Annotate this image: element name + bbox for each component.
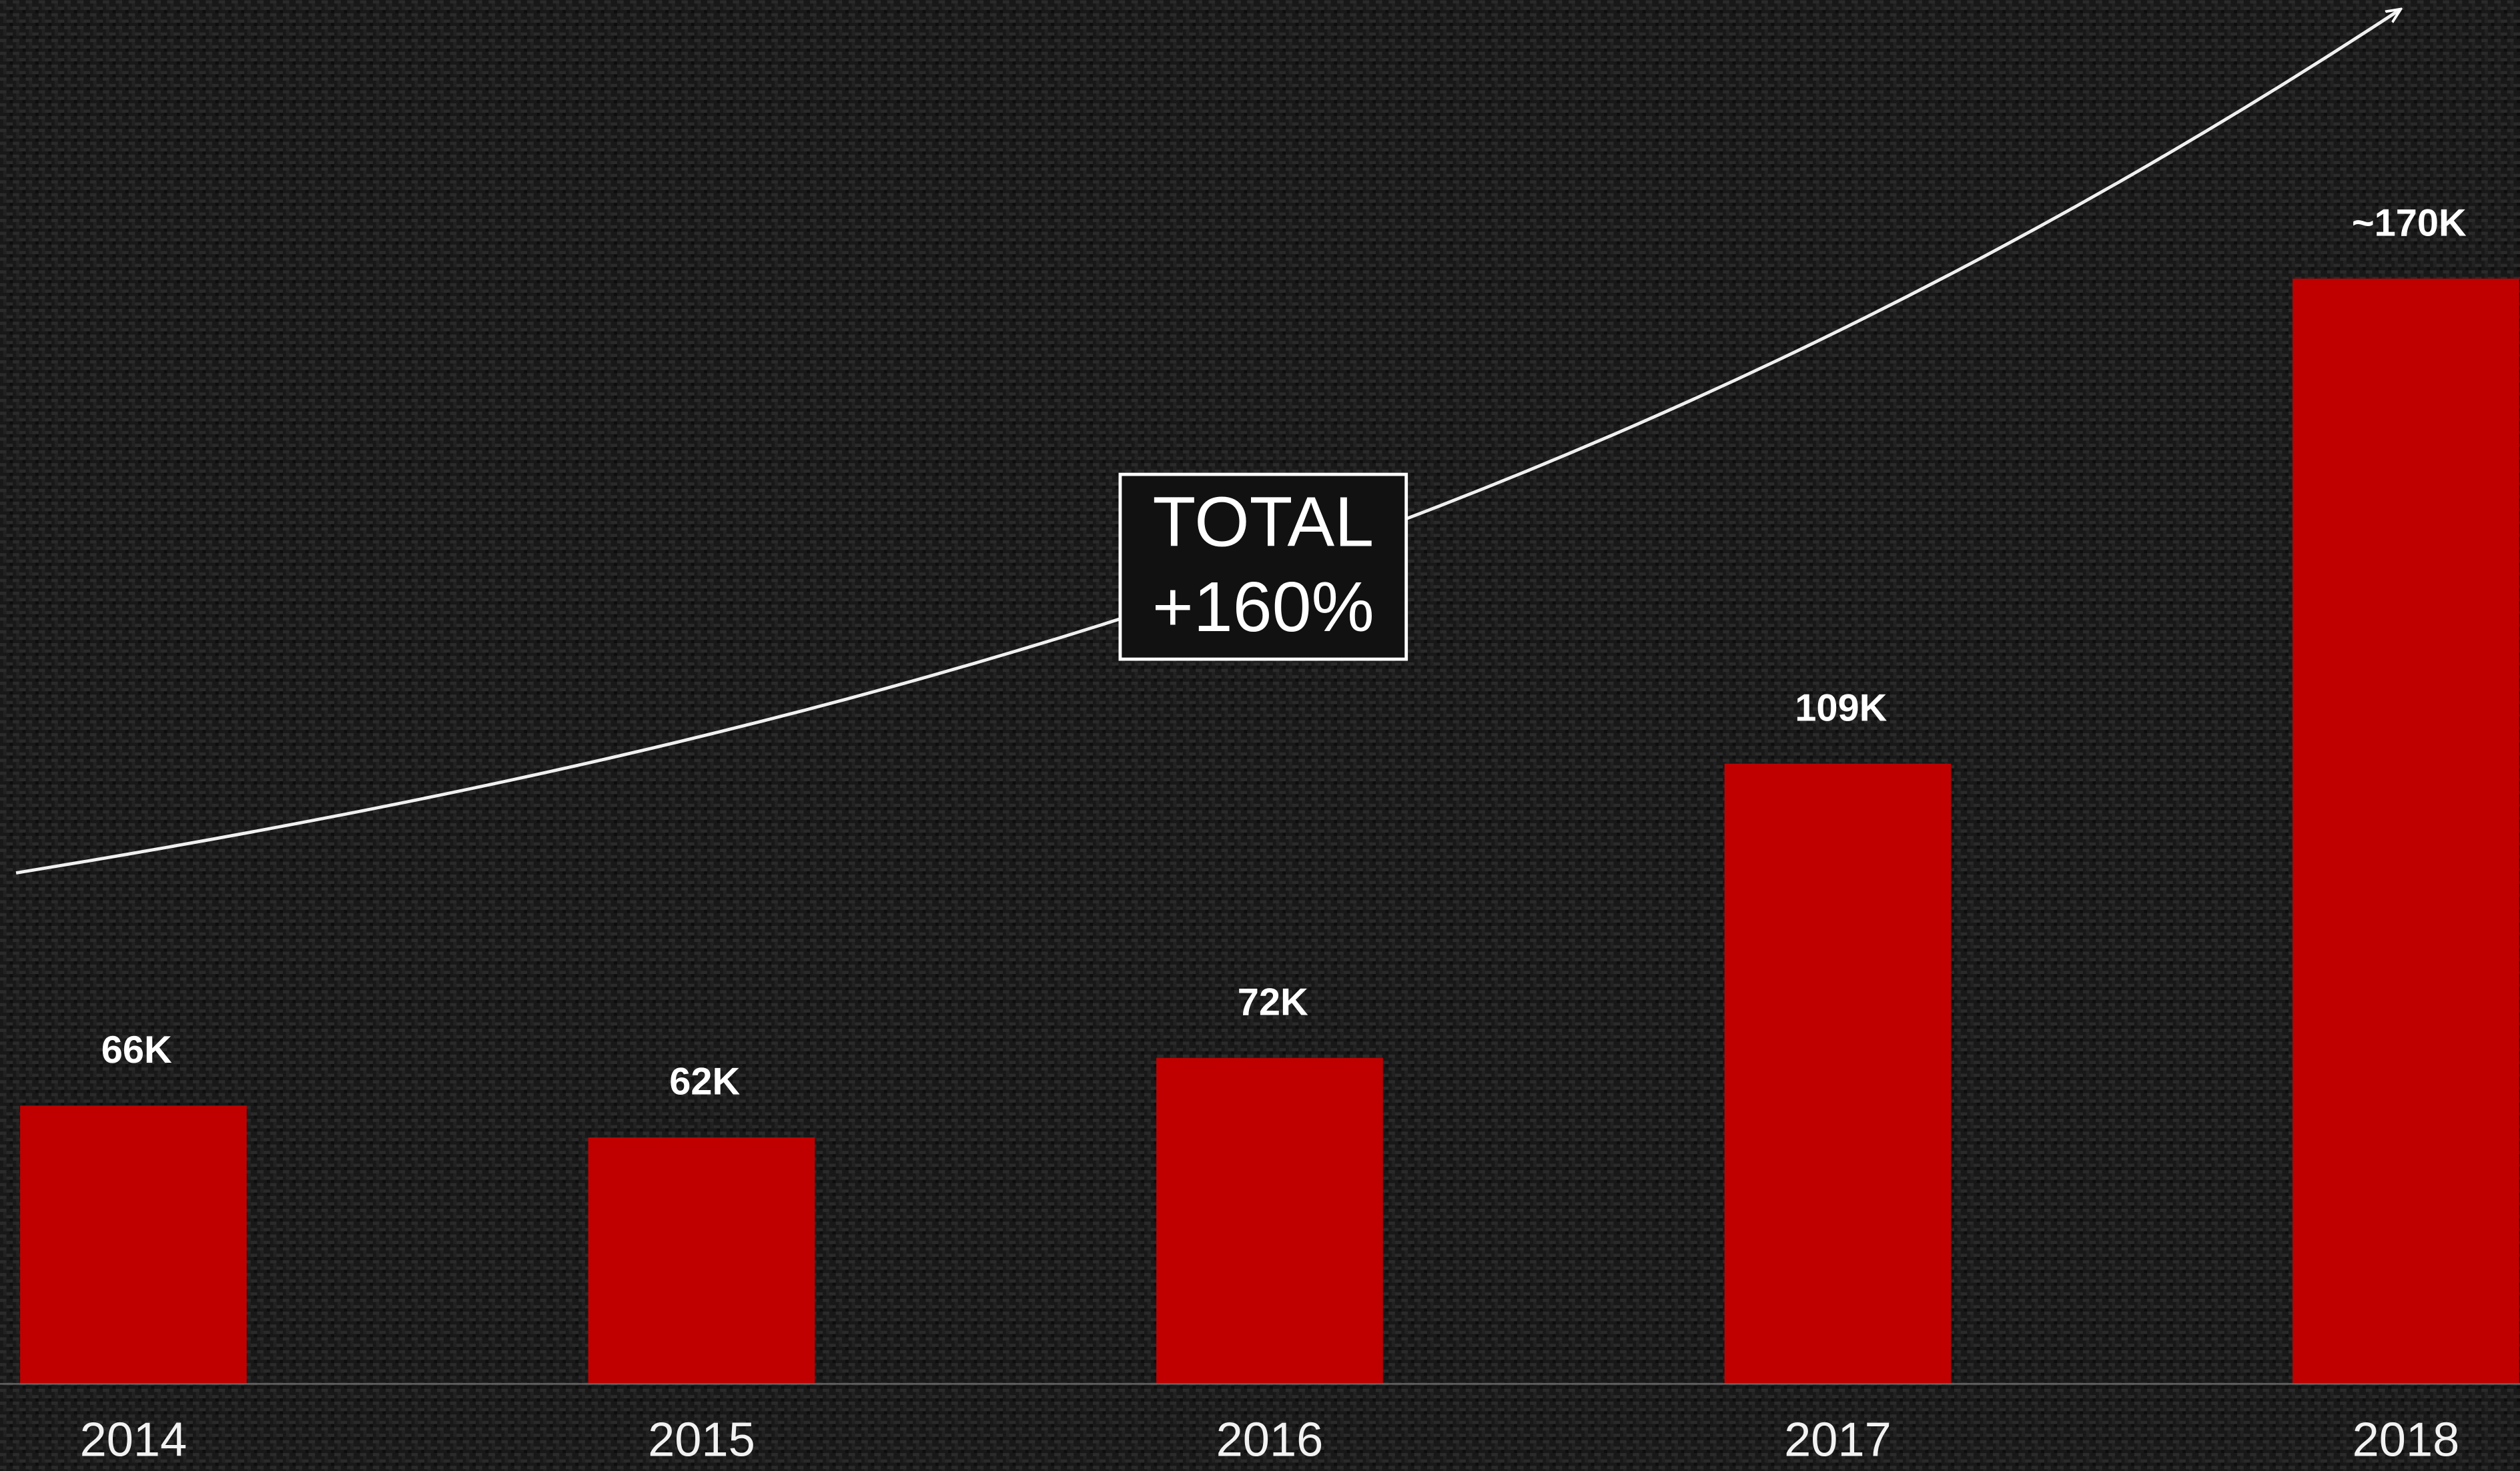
value-label: ~170K	[2352, 201, 2467, 244]
annotation-line: TOTAL	[1152, 483, 1374, 562]
bar	[588, 1137, 815, 1384]
value-label: 109K	[1795, 687, 1887, 730]
bar	[1724, 763, 1952, 1384]
bar	[1156, 1057, 1383, 1384]
x-tick-label: 2015	[648, 1414, 755, 1467]
value-label: 72K	[1238, 981, 1308, 1024]
annotation-line: +160%	[1152, 568, 1374, 646]
value-label: 66K	[101, 1029, 172, 1071]
x-tick-label: 2016	[1216, 1414, 1324, 1467]
bars	[20, 278, 2519, 1384]
x-tick-label: 2018	[2353, 1414, 2460, 1467]
annotation-box	[1118, 472, 1408, 661]
value-label: 62K	[669, 1061, 740, 1103]
bar	[20, 1105, 247, 1384]
bar	[2292, 278, 2519, 1384]
x-tick-label: 2014	[80, 1414, 187, 1467]
x-tick-label: 2017	[1784, 1414, 1892, 1467]
